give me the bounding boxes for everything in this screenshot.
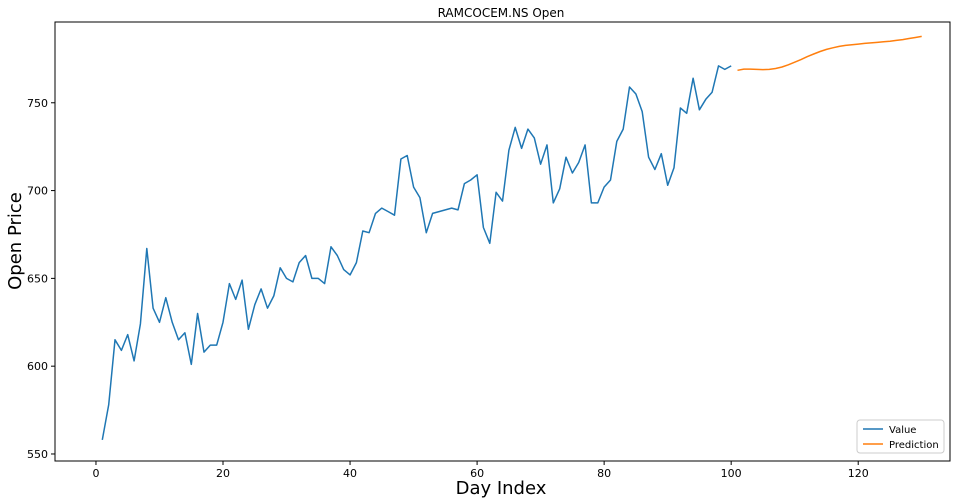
x-tick-label: 60 xyxy=(470,467,484,480)
x-axis-label: Day Index xyxy=(456,478,547,499)
y-axis: 550 600 650 700 750 xyxy=(27,97,55,461)
y-tick-label: 700 xyxy=(27,185,48,198)
y-tick-label: 600 xyxy=(27,360,48,373)
series-line-prediction xyxy=(737,35,922,72)
x-tick-label: 20 xyxy=(216,467,230,480)
y-tick-label: 750 xyxy=(27,97,48,110)
x-tick-label: 80 xyxy=(597,467,611,480)
x-tick-label: 100 xyxy=(721,467,742,480)
x-tick-label: 0 xyxy=(92,467,99,480)
x-axis: 0 20 40 60 80 100 120 xyxy=(92,461,869,480)
legend-label-prediction: Prediction xyxy=(889,440,939,451)
plot-frame xyxy=(54,21,951,462)
y-tick-label: 550 xyxy=(27,448,48,461)
x-tick-label: 120 xyxy=(848,467,869,480)
y-axis-label: Open Price xyxy=(5,192,26,290)
plot-area xyxy=(101,35,922,441)
series-line-value xyxy=(101,65,732,441)
y-tick-label: 650 xyxy=(27,272,48,285)
legend-label-value: Value xyxy=(889,425,916,436)
chart-title: RAMCOCEM.NS Open xyxy=(438,6,565,20)
legend: Value Prediction xyxy=(856,419,945,454)
x-tick-label: 40 xyxy=(343,467,357,480)
